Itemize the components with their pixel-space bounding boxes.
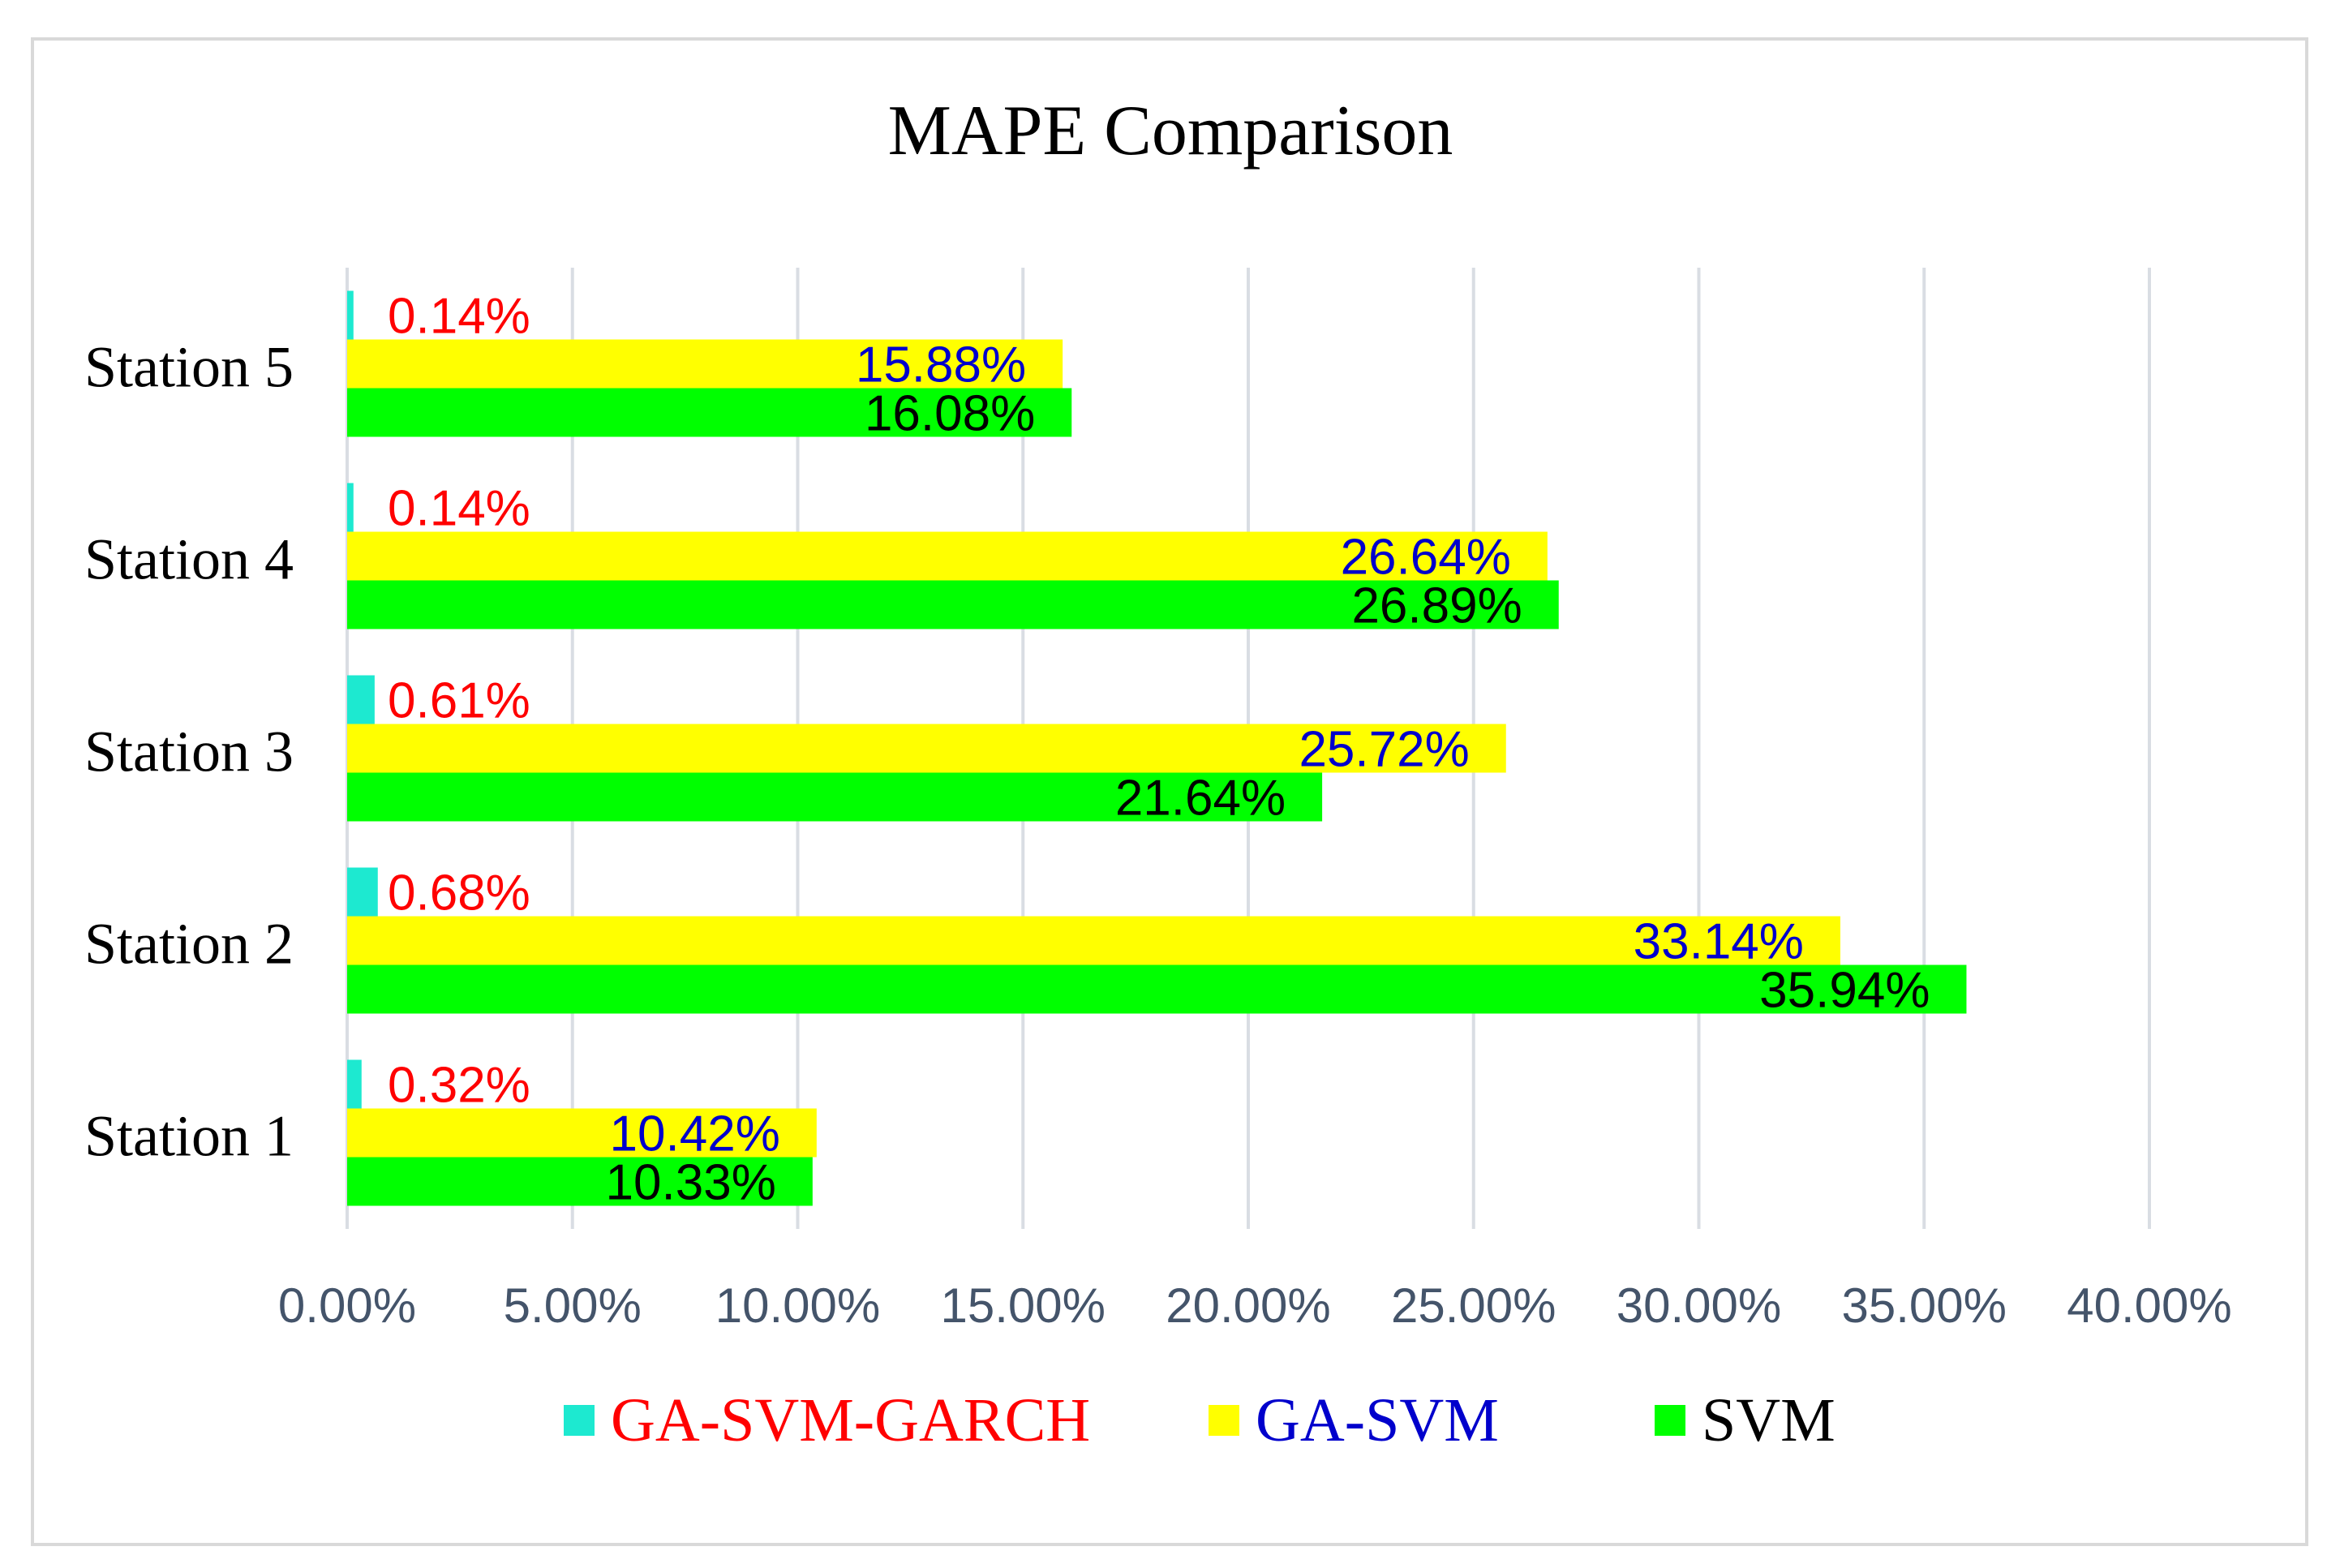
x-tick-label: 15.00%	[941, 1278, 1106, 1333]
bar-ga-svm-garch	[347, 867, 378, 917]
legend-item-ga-svm: GA-SVM	[1209, 1386, 1499, 1454]
legend-swatch	[1655, 1405, 1685, 1436]
category-label: Station 4	[84, 527, 294, 592]
category-label: Station 5	[84, 335, 294, 400]
bar-svm	[347, 1157, 813, 1206]
category-label: Station 3	[84, 720, 294, 784]
bar-ga-svm	[347, 724, 1506, 773]
legend-label: GA-SVM-GARCH	[611, 1386, 1090, 1454]
data-label: 35.94%	[1759, 963, 1930, 1019]
data-label: 10.33%	[606, 1155, 776, 1211]
bar-ga-svm	[347, 531, 1548, 581]
data-label: 26.89%	[1351, 578, 1522, 634]
bar-svm	[347, 580, 1559, 629]
x-tick-label: 0.00%	[278, 1278, 416, 1333]
bar-ga-svm-garch	[347, 290, 354, 340]
legend-swatch	[1209, 1405, 1239, 1436]
bars	[347, 290, 1967, 1206]
bar-ga-svm	[347, 1108, 817, 1158]
x-tick-label: 5.00%	[504, 1278, 642, 1333]
data-label: 16.08%	[865, 386, 1035, 442]
bar-svm	[347, 772, 1323, 822]
x-tick-label: 40.00%	[2067, 1278, 2232, 1333]
data-label: 0.14%	[388, 481, 530, 537]
data-label: 10.42%	[610, 1106, 780, 1162]
category-label: Station 2	[84, 912, 294, 977]
data-label: 26.64%	[1341, 530, 1511, 586]
legend-item-svm: SVM	[1655, 1386, 1836, 1454]
legend-label: GA-SVM	[1256, 1386, 1499, 1454]
data-labels: 0.32% 10.42%10.33% 0.68% 33.14%35.94% 0.61% 2…	[388, 289, 1930, 1211]
legend-label: SVM	[1702, 1386, 1836, 1454]
data-label: 25.72%	[1299, 722, 1469, 778]
bar-svm	[347, 388, 1072, 437]
x-tick-label: 10.00%	[715, 1278, 881, 1333]
data-label: 21.64%	[1115, 771, 1286, 827]
data-label: 0.68%	[388, 866, 530, 921]
bar-ga-svm	[347, 916, 1840, 965]
value-axis: 0.00% 5.00% 10.00% 15.00% 20.00% 25.00% 30.00%…	[278, 1278, 2232, 1333]
bar-svm	[347, 964, 1967, 1014]
x-tick-label: 30.00%	[1617, 1278, 1782, 1333]
legend-swatch	[564, 1405, 595, 1436]
x-tick-label: 25.00%	[1391, 1278, 1556, 1333]
chart-title: MAPE Comparison	[888, 92, 1453, 170]
category-axis: Station 1 Station 2 Station 3 Station 4 Stat…	[84, 335, 294, 1169]
category-label: Station 1	[84, 1104, 294, 1169]
data-label: 0.32%	[388, 1058, 530, 1114]
x-tick-label: 20.00%	[1166, 1278, 1331, 1333]
bar-ga-svm	[347, 339, 1063, 389]
data-label: 15.88%	[856, 337, 1026, 393]
data-label: 33.14%	[1634, 914, 1804, 970]
bar-ga-svm-garch	[347, 675, 375, 724]
bar-ga-svm-garch	[347, 1059, 362, 1109]
legend-item-ga-svm-garch: GA-SVM-GARCH	[564, 1386, 1090, 1454]
data-label: 0.14%	[388, 289, 530, 345]
data-label: 0.61%	[388, 673, 530, 729]
legend: GA-SVM-GARCH GA-SVM SVM	[564, 1386, 1836, 1454]
bar-ga-svm-garch	[347, 483, 354, 532]
x-tick-label: 35.00%	[1842, 1278, 2007, 1333]
